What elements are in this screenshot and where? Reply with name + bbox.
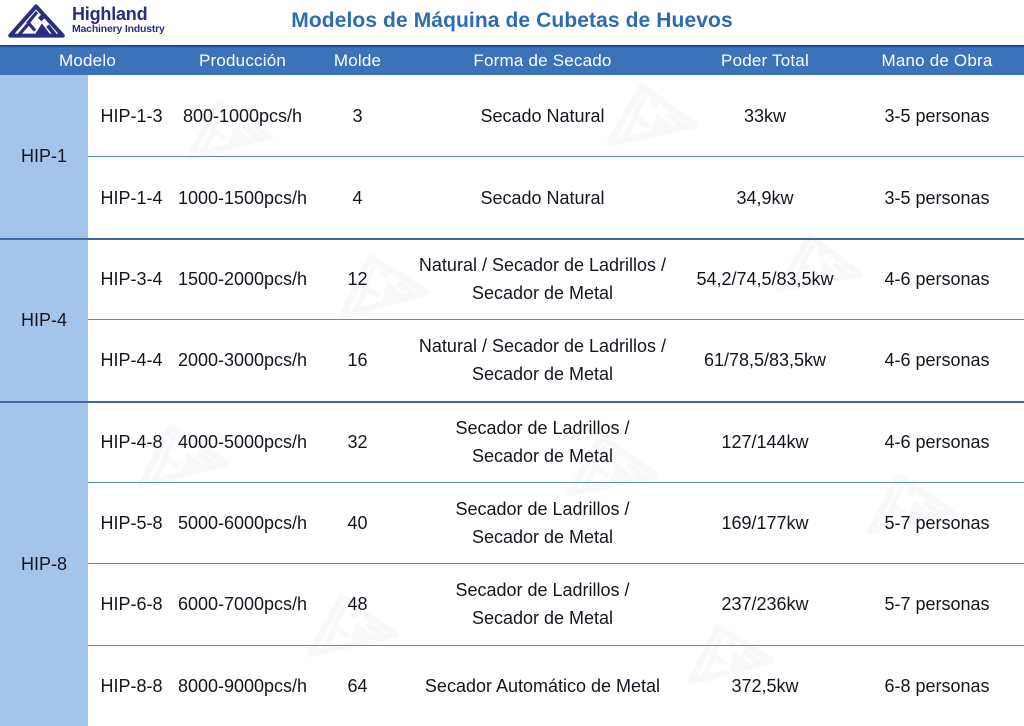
- cell-mold: 32: [310, 400, 405, 482]
- cell-labor: 4-6 personas: [850, 319, 1024, 400]
- cell-power: 34,9kw: [680, 156, 850, 237]
- cell-mold: 64: [310, 644, 405, 726]
- column-header-produccion: Producción: [198, 51, 287, 70]
- cell-labor: 5-7 personas: [850, 481, 1024, 563]
- cell-drying: Secado Natural: [405, 156, 680, 237]
- cell-drying: Natural / Secador de Ladrillos / Secador …: [405, 319, 680, 400]
- column-header-forma-secado: Forma de Secado: [473, 51, 612, 70]
- table-header-row: Modelo Producción Molde Forma de Secado …: [0, 45, 1024, 75]
- cell-model: HIP-3-4: [88, 237, 175, 319]
- column-header-mano-de-obra: Mano de Obra: [881, 51, 993, 70]
- cell-production: 5000-6000pcs/h: [175, 481, 310, 563]
- brand-text: Highland Machinery Industry: [72, 5, 165, 35]
- group-cell-hip-4: HIP-4: [0, 237, 88, 401]
- cell-power: 54,2/74,5/83,5kw: [680, 237, 850, 319]
- cell-model: HIP-4-4: [88, 319, 175, 400]
- column-header-poder-total: Poder Total: [721, 51, 809, 70]
- drying-line: Natural / Secador de Ladrillos /: [418, 336, 667, 357]
- cell-model: HIP-1-4: [88, 156, 175, 237]
- cell-production: 6000-7000pcs/h: [175, 563, 310, 644]
- cell-labor: 6-8 personas: [850, 644, 1024, 726]
- cell-drying: Secador de Ladrillos / Secador de Metal: [405, 400, 680, 482]
- column-header-modelo: Modelo: [59, 51, 116, 70]
- cell-power: 61/78,5/83,5kw: [680, 319, 850, 400]
- page-title: Modelos de Máquina de Cubetas de Huevos: [291, 9, 733, 32]
- cell-mold: 4: [310, 156, 405, 237]
- cell-drying: Secado Natural: [405, 75, 680, 156]
- column-header-molde: Molde: [333, 51, 382, 70]
- cell-power: 169/177kw: [680, 481, 850, 563]
- cell-model: HIP-4-8: [88, 400, 175, 482]
- cell-drying: Secador de Ladrillos / Secador de Metal: [405, 563, 680, 644]
- group-cell-hip-8: HIP-8: [0, 400, 88, 726]
- cell-mold: 3: [352, 105, 363, 126]
- drying-line: Secador de Metal: [471, 364, 614, 385]
- drying-line: Secador de Ladrillos /: [455, 499, 630, 520]
- drying-line: Secado Natural: [480, 187, 605, 208]
- brand: Highland Machinery Industry: [8, 2, 165, 38]
- cell-power: 127/144kw: [680, 400, 850, 482]
- cell-labor: 3-5 personas: [850, 156, 1024, 237]
- cell-model: HIP-1-3: [100, 105, 163, 126]
- cell-drying: Secador Automático de Metal: [405, 644, 680, 726]
- drying-line: Secador de Ladrillos /: [455, 418, 630, 439]
- cell-production: 8000-9000pcs/h: [175, 644, 310, 726]
- cell-mold: 12: [310, 237, 405, 319]
- cell-model: HIP-6-8: [88, 563, 175, 644]
- drying-line: Natural / Secador de Ladrillos /: [418, 255, 667, 276]
- brand-subtitle: Machinery Industry: [72, 23, 165, 35]
- brand-name: Highland: [72, 4, 148, 24]
- drying-line: Secador de Ladrillos /: [455, 580, 630, 601]
- cell-mold: 48: [310, 563, 405, 644]
- cell-mold: 40: [310, 481, 405, 563]
- table-body: HIP-1 HIP-4 HIP-8 HIP-1-3 800-1000pcs/h …: [0, 75, 1024, 726]
- cell-power: 33kw: [743, 105, 787, 126]
- cell-production: 1500-2000pcs/h: [175, 237, 310, 319]
- cell-production: 2000-3000pcs/h: [175, 319, 310, 400]
- cell-model: HIP-5-8: [88, 481, 175, 563]
- cell-labor: 5-7 personas: [850, 563, 1024, 644]
- drying-line: Secador de Metal: [471, 283, 614, 304]
- drying-line: Secador de Metal: [471, 527, 614, 548]
- drying-line: Secador de Metal: [471, 446, 614, 467]
- cell-drying: Natural / Secador de Ladrillos / Secador …: [405, 237, 680, 319]
- header: Highland Machinery Industry Modelos de M…: [0, 0, 1024, 45]
- drying-line: Secador de Metal: [471, 608, 614, 629]
- cell-production: 1000-1500pcs/h: [175, 156, 310, 237]
- cell-power: 237/236kw: [680, 563, 850, 644]
- cell-labor: 4-6 personas: [850, 237, 1024, 319]
- cell-production: 4000-5000pcs/h: [175, 400, 310, 482]
- group-cell-hip-1: HIP-1: [0, 75, 88, 238]
- drying-line: Secador Automático de Metal: [424, 675, 661, 696]
- cell-labor: 3-5 personas: [884, 105, 990, 126]
- cell-power: 372,5kw: [680, 644, 850, 726]
- cell-production: 800-1000pcs/h: [182, 105, 303, 126]
- cell-model: HIP-8-8: [88, 644, 175, 726]
- drying-line: Secado Natural: [480, 105, 605, 126]
- cell-drying: Secador de Ladrillos / Secador de Metal: [405, 481, 680, 563]
- cell-labor: 4-6 personas: [850, 400, 1024, 482]
- cell-mold: 16: [310, 319, 405, 400]
